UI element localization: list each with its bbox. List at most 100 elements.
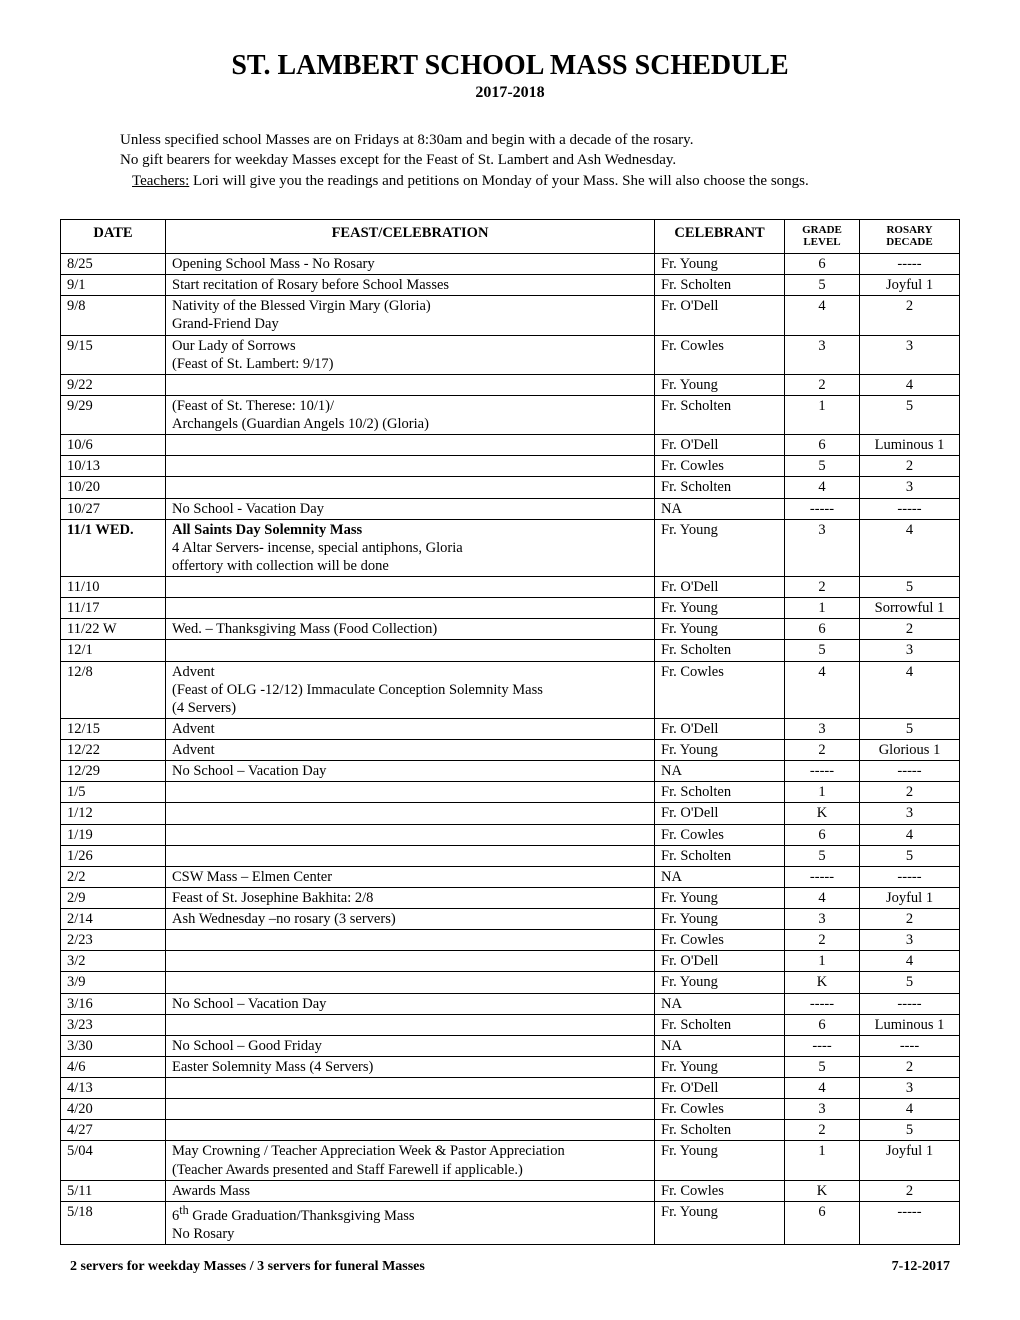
cell-date: 10/20 <box>61 477 166 498</box>
cell-grade: 6 <box>785 1201 860 1244</box>
cell-rosary: 2 <box>860 456 960 477</box>
cell-date: 11/17 <box>61 598 166 619</box>
cell-celebrant: Fr. Cowles <box>655 456 785 477</box>
cell-grade: K <box>785 972 860 993</box>
cell-rosary: 3 <box>860 803 960 824</box>
cell-rosary: ---- <box>860 1035 960 1056</box>
cell-celebrant: Fr. Young <box>655 619 785 640</box>
cell-date: 4/13 <box>61 1078 166 1099</box>
cell-rosary: 2 <box>860 909 960 930</box>
cell-feast <box>166 577 655 598</box>
table-row: 5/186th Grade Graduation/Thanksgiving Ma… <box>61 1201 960 1244</box>
cell-grade: 1 <box>785 598 860 619</box>
cell-grade: 4 <box>785 661 860 718</box>
cell-feast <box>166 782 655 803</box>
note-line-2: No gift bearers for weekday Masses excep… <box>120 150 920 170</box>
table-row: 2/14Ash Wednesday –no rosary (3 servers)… <box>61 909 960 930</box>
cell-celebrant: NA <box>655 866 785 887</box>
cell-date: 12/1 <box>61 640 166 661</box>
cell-celebrant: Fr. O'Dell <box>655 577 785 598</box>
table-row: 12/1Fr. Scholten53 <box>61 640 960 661</box>
cell-date: 9/29 <box>61 395 166 434</box>
cell-grade: 1 <box>785 782 860 803</box>
cell-feast <box>166 1014 655 1035</box>
cell-grade: 3 <box>785 718 860 739</box>
cell-date: 11/1 WED. <box>61 519 166 576</box>
cell-celebrant: Fr. Young <box>655 374 785 395</box>
table-row: 3/16No School – Vacation DayNA---------- <box>61 993 960 1014</box>
table-row: 11/1 WED.All Saints Day Solemnity Mass4 … <box>61 519 960 576</box>
cell-date: 1/5 <box>61 782 166 803</box>
cell-rosary: Joyful 1 <box>860 887 960 908</box>
cell-feast: Nativity of the Blessed Virgin Mary (Glo… <box>166 296 655 335</box>
cell-celebrant: Fr. O'Dell <box>655 951 785 972</box>
footer: 2 servers for weekday Masses / 3 servers… <box>60 1259 960 1275</box>
cell-rosary: 5 <box>860 577 960 598</box>
cell-feast <box>166 1099 655 1120</box>
cell-feast <box>166 972 655 993</box>
cell-celebrant: NA <box>655 498 785 519</box>
cell-date: 3/30 <box>61 1035 166 1056</box>
table-row: 12/29No School – Vacation DayNA---------… <box>61 761 960 782</box>
cell-feast: Start recitation of Rosary before School… <box>166 275 655 296</box>
cell-date: 3/2 <box>61 951 166 972</box>
cell-celebrant: Fr. Young <box>655 1056 785 1077</box>
table-row: 3/23Fr. Scholten6Luminous 1 <box>61 1014 960 1035</box>
table-row: 10/6Fr. O'Dell6Luminous 1 <box>61 435 960 456</box>
cell-celebrant: Fr. Young <box>655 254 785 275</box>
header-grade: GRADE LEVEL <box>785 219 860 253</box>
table-row: 5/04May Crowning / Teacher Appreciation … <box>61 1141 960 1180</box>
cell-grade: 1 <box>785 395 860 434</box>
cell-rosary: ----- <box>860 866 960 887</box>
cell-rosary: 2 <box>860 619 960 640</box>
cell-rosary: 4 <box>860 1099 960 1120</box>
cell-celebrant: Fr. Young <box>655 887 785 908</box>
cell-grade: 3 <box>785 1099 860 1120</box>
page-title: ST. LAMBERT SCHOOL MASS SCHEDULE <box>60 50 960 82</box>
cell-grade: 5 <box>785 275 860 296</box>
table-row: 4/13Fr. O'Dell43 <box>61 1078 960 1099</box>
table-row: 12/22AdventFr. Young2Glorious 1 <box>61 740 960 761</box>
cell-date: 9/22 <box>61 374 166 395</box>
cell-grade: 5 <box>785 1056 860 1077</box>
cell-celebrant: Fr. Young <box>655 740 785 761</box>
cell-feast <box>166 456 655 477</box>
table-row: 4/27Fr. Scholten25 <box>61 1120 960 1141</box>
cell-date: 3/9 <box>61 972 166 993</box>
cell-celebrant: Fr. Young <box>655 1141 785 1180</box>
cell-feast: Advent <box>166 740 655 761</box>
table-row: 3/9Fr. YoungK5 <box>61 972 960 993</box>
cell-rosary: 5 <box>860 845 960 866</box>
cell-date: 2/2 <box>61 866 166 887</box>
cell-feast <box>166 930 655 951</box>
cell-date: 4/20 <box>61 1099 166 1120</box>
cell-feast <box>166 1120 655 1141</box>
cell-celebrant: Fr. O'Dell <box>655 718 785 739</box>
table-row: 12/8Advent(Feast of OLG -12/12) Immacula… <box>61 661 960 718</box>
cell-date: 12/29 <box>61 761 166 782</box>
cell-celebrant: Fr. Cowles <box>655 1099 785 1120</box>
cell-grade: 1 <box>785 1141 860 1180</box>
cell-date: 12/8 <box>61 661 166 718</box>
cell-date: 8/25 <box>61 254 166 275</box>
table-row: 10/20Fr. Scholten43 <box>61 477 960 498</box>
header-rosary: ROSARY DECADE <box>860 219 960 253</box>
cell-rosary: ----- <box>860 498 960 519</box>
page-subtitle: 2017-2018 <box>60 84 960 102</box>
teachers-label: Teachers: <box>132 173 189 189</box>
cell-feast: No School - Vacation Day <box>166 498 655 519</box>
cell-feast: Advent <box>166 718 655 739</box>
cell-rosary: 2 <box>860 782 960 803</box>
cell-rosary: 2 <box>860 1180 960 1201</box>
cell-celebrant: Fr. Scholten <box>655 275 785 296</box>
cell-rosary: Joyful 1 <box>860 275 960 296</box>
cell-grade: 6 <box>785 619 860 640</box>
cell-grade: 6 <box>785 1014 860 1035</box>
cell-date: 1/12 <box>61 803 166 824</box>
cell-celebrant: Fr. O'Dell <box>655 1078 785 1099</box>
cell-date: 10/6 <box>61 435 166 456</box>
table-row: 4/20 Fr. Cowles34 <box>61 1099 960 1120</box>
cell-celebrant: Fr. Young <box>655 1201 785 1244</box>
cell-rosary: 5 <box>860 395 960 434</box>
cell-celebrant: Fr. Cowles <box>655 930 785 951</box>
